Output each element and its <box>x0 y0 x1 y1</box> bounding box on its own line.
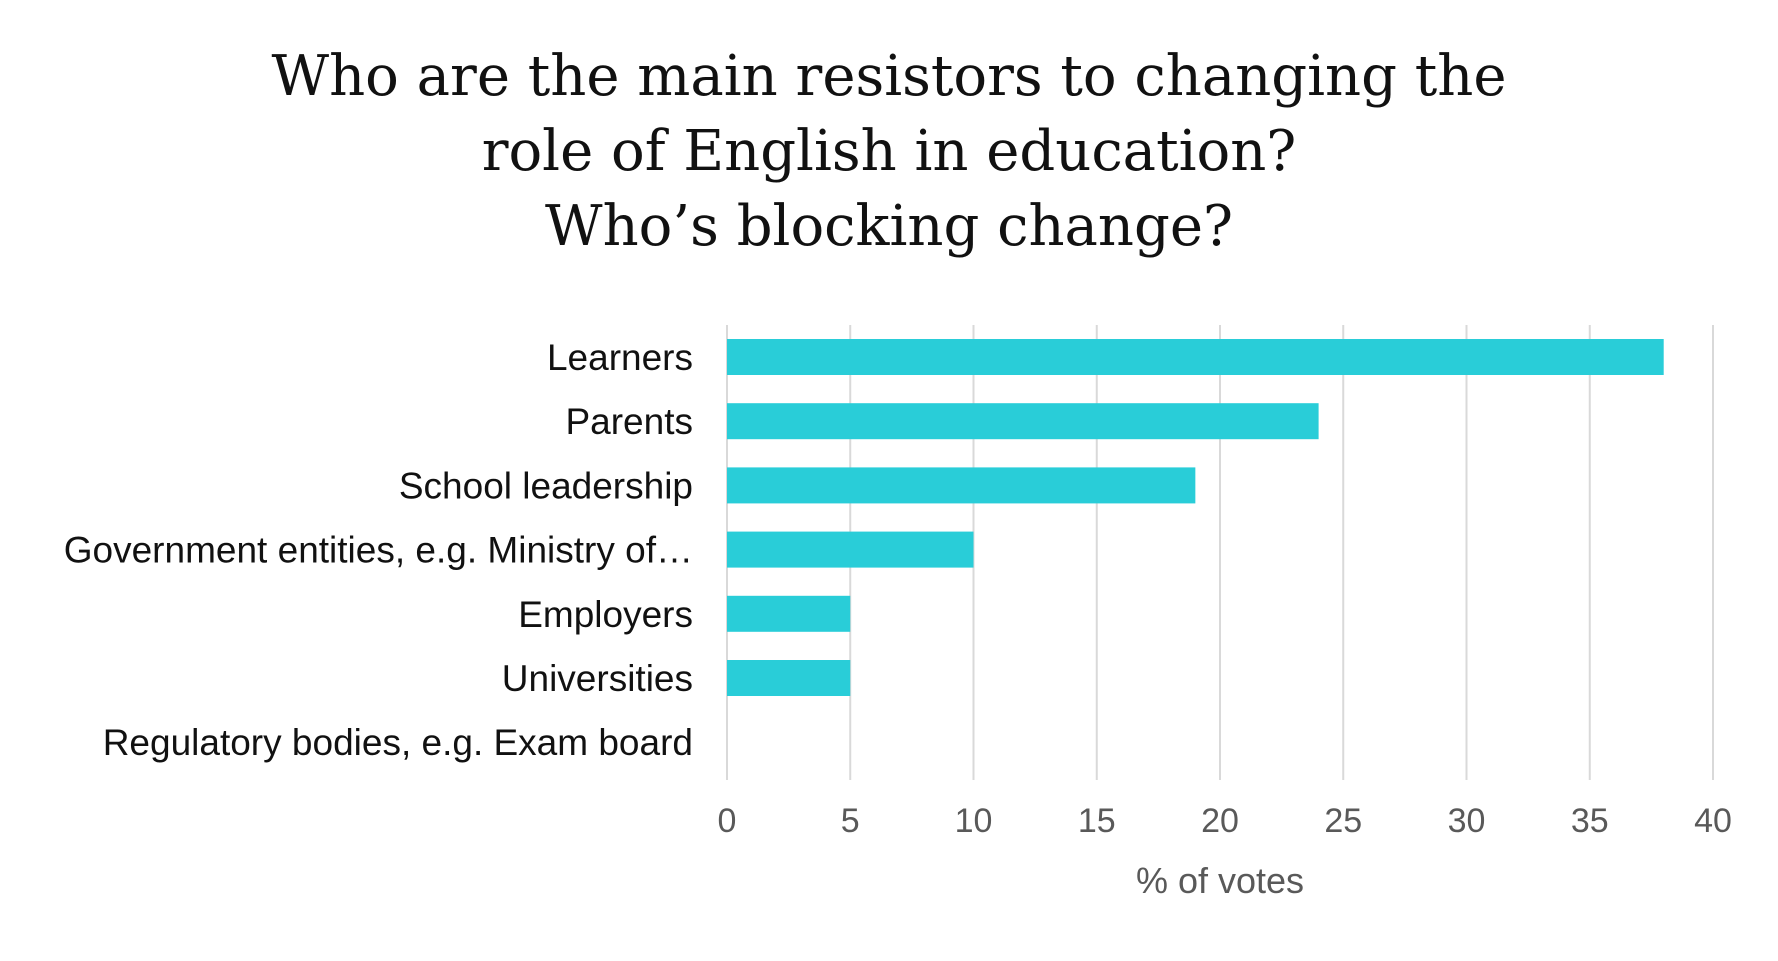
x-tick-label: 5 <box>841 802 860 840</box>
x-tick-label: 20 <box>1201 802 1239 840</box>
x-tick-label: 25 <box>1324 802 1362 840</box>
bar-2 <box>727 403 1319 440</box>
category-label: Parents <box>565 401 693 442</box>
bar-5 <box>727 595 851 632</box>
x-tick-label: 0 <box>718 802 737 840</box>
x-axis-title: % of votes <box>1136 860 1304 901</box>
bar-1 <box>727 339 1664 375</box>
x-tick-label: 15 <box>1078 802 1116 840</box>
category-label: Universities <box>502 658 693 699</box>
bar-3 <box>727 467 1196 504</box>
title-line-1: Who are the main resistors to changing t… <box>272 44 1507 109</box>
x-tick-label: 40 <box>1694 802 1732 840</box>
bars <box>727 339 1664 696</box>
category-label: Regulatory bodies, e.g. Exam board <box>103 722 693 763</box>
gridlines <box>726 325 1714 780</box>
x-tick-label: 30 <box>1448 802 1486 840</box>
x-tick-label: 35 <box>1571 802 1609 840</box>
category-label: School leadership <box>399 465 693 506</box>
x-tick-label: 10 <box>955 802 993 840</box>
bar-6 <box>727 660 851 696</box>
category-label: Employers <box>518 594 693 635</box>
x-tick-labels: 0 5 10 15 20 25 30 35 40 <box>718 802 1732 840</box>
bar-4 <box>727 531 974 568</box>
category-label: Learners <box>547 337 693 378</box>
title-line-2: role of English in education? <box>482 119 1297 184</box>
category-labels: Learners Parents School leadership Governme… <box>64 337 693 763</box>
title-line-3: Who’s blocking change? <box>545 194 1233 259</box>
chart-title: Who are the main resistors to changing t… <box>272 44 1507 259</box>
category-label: Government entities, e.g. Ministry of… <box>64 530 693 571</box>
